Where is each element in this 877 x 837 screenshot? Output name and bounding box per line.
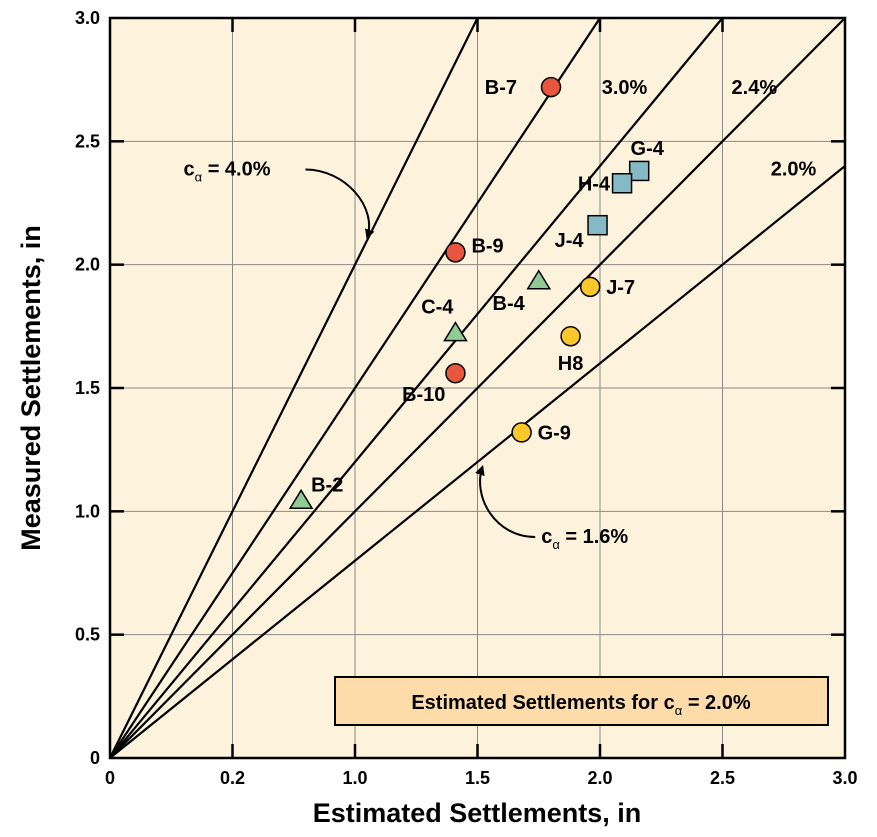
reference-lines (109, 17, 846, 759)
reference-line (109, 165, 846, 759)
x-tick-label: 0.2 (220, 768, 245, 788)
reference-line (109, 17, 479, 759)
annotation-arrow (305, 168, 375, 240)
annotation-label: cα = 4.0% (184, 158, 271, 184)
data-point-label: C-4 (421, 297, 454, 319)
data-point-label: G-4 (631, 138, 665, 160)
reference-line (109, 17, 724, 759)
data-point-label: B-9 (471, 235, 503, 257)
data-point-circle (579, 276, 601, 298)
line-label: 3.0% (602, 77, 648, 99)
legend-frame (334, 676, 829, 726)
y-tick-label: 3.0 (75, 8, 100, 28)
y-axis-title: Measured Settlements, in (16, 225, 46, 551)
data-point-circle (560, 325, 581, 347)
data-point-label: H-4 (578, 173, 611, 195)
x-tick-label: 1.0 (342, 768, 367, 788)
data-points: B-7 B-9 B-10 J-7 H8 G-9 C-4 B-4 B-2 G-4 H-4 J-4 (288, 76, 665, 510)
annotation-label: cα = 1.6% (541, 526, 628, 552)
x-tick-label: 0 (105, 768, 115, 788)
data-point-circle (511, 422, 532, 443)
data-point-triangle (443, 321, 468, 342)
y-tick-label: 1.5 (75, 378, 100, 398)
line-label: 2.0% (771, 158, 817, 180)
data-point-square (611, 173, 633, 194)
y-tick-label: 2.5 (75, 131, 100, 151)
data-point-label: H8 (558, 353, 584, 375)
plot-frame (108, 16, 847, 760)
data-point-triangle (526, 269, 552, 290)
x-tick-label: 2.5 (710, 768, 735, 788)
data-point-label: B-10 (402, 384, 445, 406)
x-axis-title: Estimated Settlements, in (313, 798, 642, 828)
data-point-label: B-7 (485, 77, 517, 99)
annotation-arrow (475, 465, 536, 538)
annotations: cα = 4.0% cα = 1.6% (184, 158, 629, 552)
data-point-circle (445, 242, 466, 263)
data-point-label: B-4 (493, 293, 526, 315)
axis-ticks (110, 18, 845, 758)
data-point-label: B-2 (311, 474, 343, 496)
y-tick-label: 0 (90, 748, 100, 768)
x-tick-label: 1.5 (465, 768, 490, 788)
line-labels: 3.0% 2.4% 2.0% (602, 77, 817, 180)
line-label: 2.4% (732, 77, 778, 99)
data-point-square (628, 160, 650, 182)
data-point-label: G-9 (538, 422, 571, 444)
x-tick-label: 2.0 (587, 768, 612, 788)
reference-line (109, 17, 846, 759)
data-point-circle (445, 362, 466, 384)
legend-text: Estimated Settlements for cα = 2.0% (411, 692, 751, 718)
legend-box: Estimated Settlements for cα = 2.0% (334, 676, 829, 726)
tick-labels: 0 0.2 1.0 1.5 2.0 2.5 3.0 0 0.5 1.0 1.5 2.0 2.5 3.0 (75, 8, 858, 788)
data-point-label: J-7 (606, 277, 635, 299)
y-tick-label: 1.0 (75, 501, 100, 521)
y-tick-label: 2.0 (75, 255, 100, 275)
reference-line (109, 17, 601, 759)
x-tick-label: 3.0 (832, 768, 857, 788)
data-point-label: J-4 (555, 230, 585, 252)
data-point-circle (540, 76, 562, 98)
data-point-square (587, 214, 608, 236)
data-point-triangle (288, 488, 314, 510)
y-tick-label: 0.5 (75, 625, 100, 645)
